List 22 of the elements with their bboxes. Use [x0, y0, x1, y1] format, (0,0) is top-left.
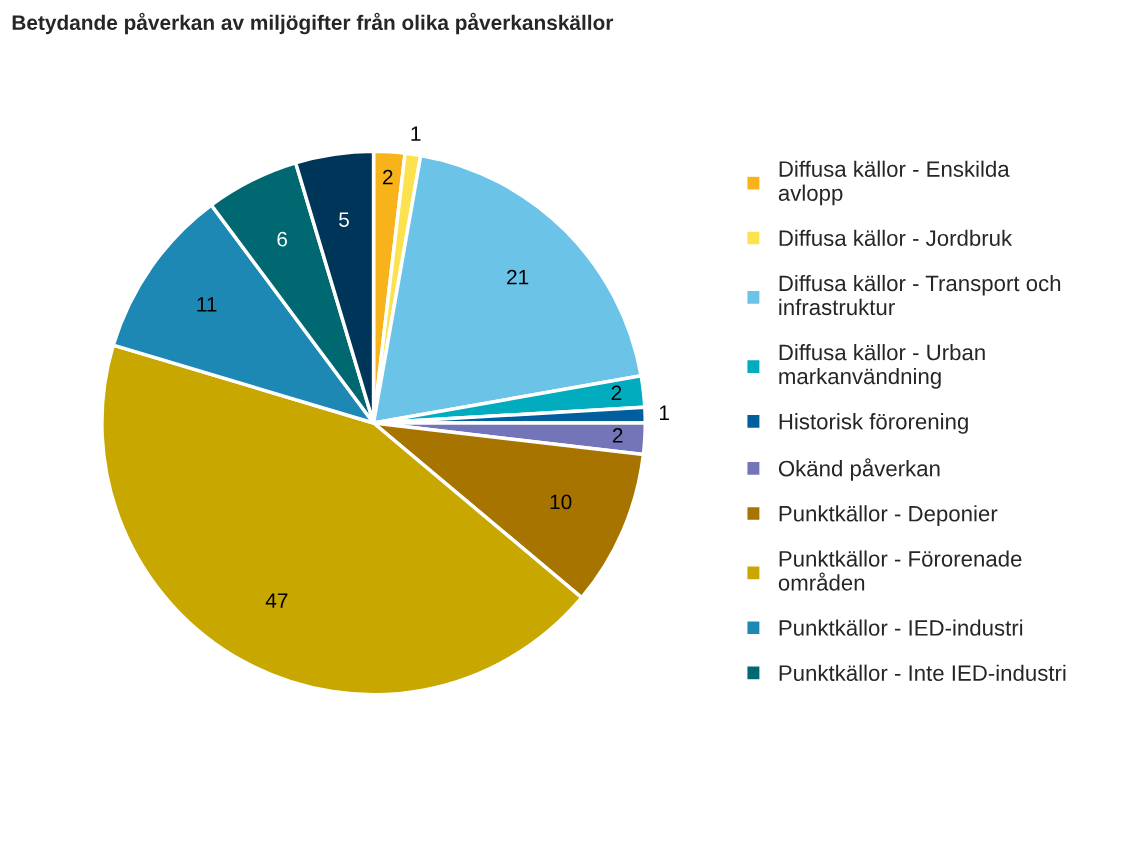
- data-label: 5: [339, 212, 349, 227]
- data-label: 10: [550, 494, 572, 510]
- data-label: 2: [612, 428, 623, 443]
- legend-label: Punktkällor - IED-industri: [779, 619, 1023, 636]
- data-label: 21: [507, 269, 529, 285]
- legend-label: Punktkällor - Förorenade områden: [778, 550, 1022, 591]
- legend-label: Diffusa källor - Enskilda avlopp: [778, 160, 1010, 206]
- legend-label: Punktkällor - Deponier: [779, 505, 998, 526]
- data-label: 47: [265, 593, 288, 608]
- chart-title: Betydande påverkan av miljögifter från olika påverkanskällor: [12, 12, 614, 35]
- legend-label: Diffusa källor - Jordbruk: [779, 229, 1013, 247]
- data-label: 2: [611, 385, 622, 400]
- legend-label: Diffusa källor - Urban markanvändning: [779, 344, 985, 389]
- legend-label: Historisk förorening: [779, 413, 968, 434]
- legend-label: Punktkällor - Inte IED-industri: [779, 664, 1066, 681]
- legend-label: Okänd påverkan: [778, 458, 940, 481]
- data-label: 1: [659, 405, 669, 420]
- legend-label: Diffusa källor - Transport och infrastruktur: [779, 274, 1061, 316]
- data-label: 6: [277, 231, 287, 247]
- data-label: 11: [197, 297, 217, 312]
- data-label: 1: [411, 126, 421, 141]
- data-label: 2: [383, 169, 393, 185]
